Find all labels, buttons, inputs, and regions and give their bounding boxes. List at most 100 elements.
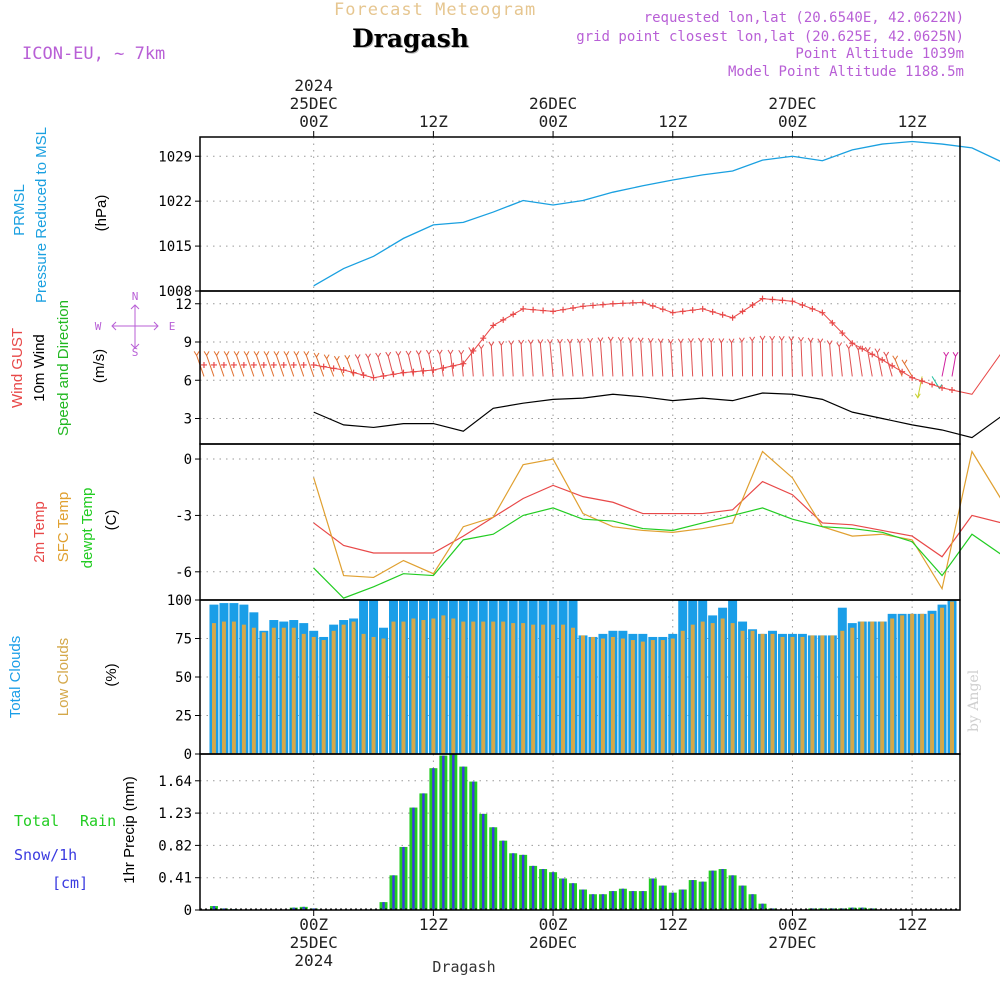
wind-direction-arrow: [275, 355, 285, 377]
panel-clouds: 0 25 50 75 100: [167, 593, 960, 763]
wind-arrow-head: [943, 351, 950, 358]
low-clouds-bar: [391, 621, 396, 754]
low-clouds-bar: [521, 623, 526, 754]
low-clouds-bar: [880, 621, 885, 754]
y-tick-label: 3: [184, 412, 192, 428]
low-clouds-bar: [820, 635, 825, 754]
snow-bar: [861, 907, 864, 910]
wind-arrow-head: [566, 338, 573, 344]
low-clouds-bar: [670, 638, 675, 754]
gust-marker: [460, 360, 467, 367]
gust-marker: [869, 351, 876, 358]
compass-east: E: [169, 320, 176, 333]
wind-direction-arrow: [670, 343, 674, 377]
low-clouds-bar: [750, 630, 755, 754]
gust-marker: [849, 340, 856, 347]
wind-arrow-head: [557, 338, 563, 345]
snow-bar: [711, 870, 714, 910]
wind-arrow-head: [223, 351, 230, 357]
y-tick-label: 0: [184, 747, 192, 763]
low-clouds-bar: [531, 624, 536, 754]
wind-direction-arrow: [439, 353, 444, 377]
wind-arrow-head: [883, 351, 890, 357]
gust-marker: [929, 381, 936, 388]
gust-marker: [609, 300, 616, 307]
wind-arrow-head: [778, 336, 785, 342]
wind-direction-arrow: [904, 363, 913, 377]
gust-marker: [889, 362, 896, 369]
gust-marker: [450, 362, 457, 369]
gust-marker: [220, 361, 227, 368]
gust-marker: [839, 330, 846, 337]
snow-bar: [511, 853, 515, 910]
gust-marker: [320, 363, 327, 370]
low-clouds-bar: [221, 621, 226, 754]
gust-marker: [899, 368, 906, 375]
wind-direction-arrow: [700, 342, 704, 377]
wind-arrow-head: [263, 351, 270, 357]
wind-arrow-head: [488, 341, 495, 347]
wind-arrow-head: [253, 351, 260, 357]
wind-direction-arrow: [741, 341, 744, 377]
low-clouds-bar: [790, 636, 795, 754]
gust-marker: [520, 305, 527, 312]
wind-arrow-head: [718, 338, 725, 344]
low-clouds-bar: [341, 624, 346, 754]
wind-direction-arrow: [838, 346, 843, 377]
wind-direction-arrow: [265, 355, 275, 377]
gust-marker: [250, 361, 257, 368]
low-clouds-bar: [281, 627, 286, 754]
snow-bar: [871, 908, 874, 910]
wind-direction-arrow: [206, 355, 215, 377]
low-clouds-bar: [361, 633, 366, 754]
y-tick-label: 1015: [158, 239, 192, 255]
gust-marker: [709, 308, 716, 315]
snow-bar: [551, 872, 555, 910]
temp2m-line: [313, 480, 1000, 558]
gust-marker: [719, 311, 726, 318]
wind-direction-arrow: [610, 340, 614, 377]
snow-label: Snow/1h: [14, 846, 77, 864]
low-clouds-bar: [211, 623, 216, 754]
wind-arrow-head: [385, 351, 392, 358]
wind-direction-arrow: [569, 343, 574, 377]
wind-arrow-head: [323, 354, 330, 360]
wind-direction-arrow: [680, 342, 684, 377]
snow-bar: [382, 902, 385, 910]
pressure-units: (hPa): [93, 195, 110, 232]
low-clouds-bar: [511, 623, 516, 754]
gust-marker: [639, 299, 646, 306]
panel-frame: [199, 753, 961, 911]
y-tick-label: 100: [167, 593, 192, 609]
y-tick-label: 12: [175, 297, 192, 313]
wind-arrow-head: [759, 335, 766, 341]
wind-arrow-head: [952, 352, 959, 358]
snow-bar: [541, 869, 545, 910]
gust-marker: [689, 307, 696, 314]
gust-marker: [619, 300, 626, 307]
gust-marker: [909, 374, 916, 381]
rain-label-rain: Rain: [80, 812, 116, 830]
snow-bar: [841, 908, 844, 910]
wind-direction-arrow: [894, 359, 903, 377]
wind-arrow-head: [405, 350, 412, 356]
wind-direction-arrow: [367, 357, 375, 377]
wind-direction-arrow: [720, 342, 724, 377]
wind-arrow-head: [498, 340, 505, 347]
gust-marker: [949, 387, 956, 394]
wind-arrow-head: [637, 337, 644, 343]
pressure-label-long: Pressure Reduced to MSL: [33, 127, 50, 303]
wind-arrow-head: [436, 349, 443, 355]
low-clouds-bar: [720, 618, 725, 754]
wind-direction-arrow: [236, 355, 245, 377]
gust-marker: [210, 361, 217, 368]
wind-arrow-head: [547, 339, 553, 345]
low-clouds-bar: [241, 624, 246, 754]
wind-direction-arrow: [599, 341, 604, 377]
top-time-label: 27DEC: [768, 94, 816, 113]
low-clouds-bar: [870, 621, 875, 754]
low-clouds-bar: [491, 621, 496, 754]
gust-marker: [859, 345, 866, 352]
wind-arrow-head: [313, 352, 320, 358]
wind-arrow-head: [193, 351, 200, 357]
